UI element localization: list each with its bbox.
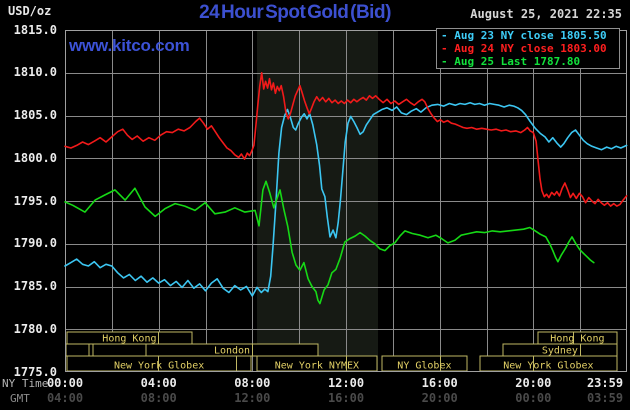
x-tick-gmt: 20:00 xyxy=(421,391,458,405)
session-label: NY Globex xyxy=(397,361,451,372)
plot-border xyxy=(65,30,627,372)
x-tick-gmt: 16:00 xyxy=(327,391,365,405)
x-tick-gmt: 12:00 xyxy=(234,391,271,405)
y-tick-label: 1785.0 xyxy=(13,279,57,293)
series-line-aug-25 xyxy=(64,180,595,305)
x-axis-ny-time-label: NY Time xyxy=(2,377,49,390)
legend-label: Aug 23 NY close 1805.50 xyxy=(454,29,607,42)
chart-title: 24 Hour Spot Gold (Bid) xyxy=(199,2,391,23)
x-tick-ny-time: 08:00 xyxy=(234,376,271,390)
x-tick-ny-time: 23:59 xyxy=(586,376,624,390)
x-axis-gmt-label: GMT xyxy=(10,392,30,405)
session-label: Hong Kong xyxy=(102,334,156,345)
y-tick-label: 1810.0 xyxy=(13,65,57,80)
y-axis-unit-label: USD/oz xyxy=(8,4,52,18)
y-tick-label: 1805.0 xyxy=(13,108,57,122)
y-tick-label: 1815.0 xyxy=(13,22,57,37)
legend-swatch: - xyxy=(441,55,455,68)
y-tick-label: 1780.0 xyxy=(13,321,57,336)
session-box-unlabeled xyxy=(92,343,147,357)
session-box-unlabeled xyxy=(65,343,90,357)
x-tick-gmt: 04:00 xyxy=(46,391,84,405)
x-tick-ny-time: 20:00 xyxy=(515,376,552,390)
x-tick-gmt: 08:00 xyxy=(140,391,177,405)
session-label: New York NYMEX xyxy=(275,361,359,372)
y-tick-label: 1795.0 xyxy=(13,193,57,208)
session-label: London xyxy=(214,346,250,357)
session-label: New York Globex xyxy=(503,361,593,372)
x-tick-ny-time: 12:00 xyxy=(327,376,365,390)
legend-item: - Aug 23 NY close 1805.50 xyxy=(441,29,619,42)
y-tick-label: 1790.0 xyxy=(13,236,57,251)
y-tick-label: 1800.0 xyxy=(13,150,57,165)
session-label: New York Globex xyxy=(114,361,204,372)
legend-swatch: - xyxy=(441,29,455,42)
legend-label: Aug 25 Last 1787.80 xyxy=(454,55,581,68)
chart-datetime: August 25, 2021 22:35 xyxy=(470,7,622,21)
x-tick-gmt: 00:00 xyxy=(515,391,552,405)
legend-item: - Aug 24 NY close 1803.00 xyxy=(441,42,619,55)
kitco-watermark: www.kitco.com xyxy=(69,36,190,55)
x-tick-ny-time: 00:00 xyxy=(46,376,84,390)
y-tick-label: 1775.0 xyxy=(13,364,57,379)
x-tick-ny-time: 04:00 xyxy=(140,376,177,390)
legend-swatch: - xyxy=(441,42,455,55)
series-line-aug-23 xyxy=(64,101,628,297)
x-tick-gmt: 03:59 xyxy=(586,391,624,405)
x-tick-ny-time: 16:00 xyxy=(421,376,458,390)
legend-label: Aug 24 NY close 1803.00 xyxy=(454,42,607,55)
legend-item: - Aug 25 Last 1787.80 xyxy=(441,55,619,68)
session-label: Hong Kong xyxy=(550,334,604,345)
legend: - Aug 23 NY close 1805.50- Aug 24 NY clo… xyxy=(436,28,620,69)
session-label: Sydney xyxy=(542,346,578,357)
series-line-aug-24 xyxy=(64,72,628,207)
